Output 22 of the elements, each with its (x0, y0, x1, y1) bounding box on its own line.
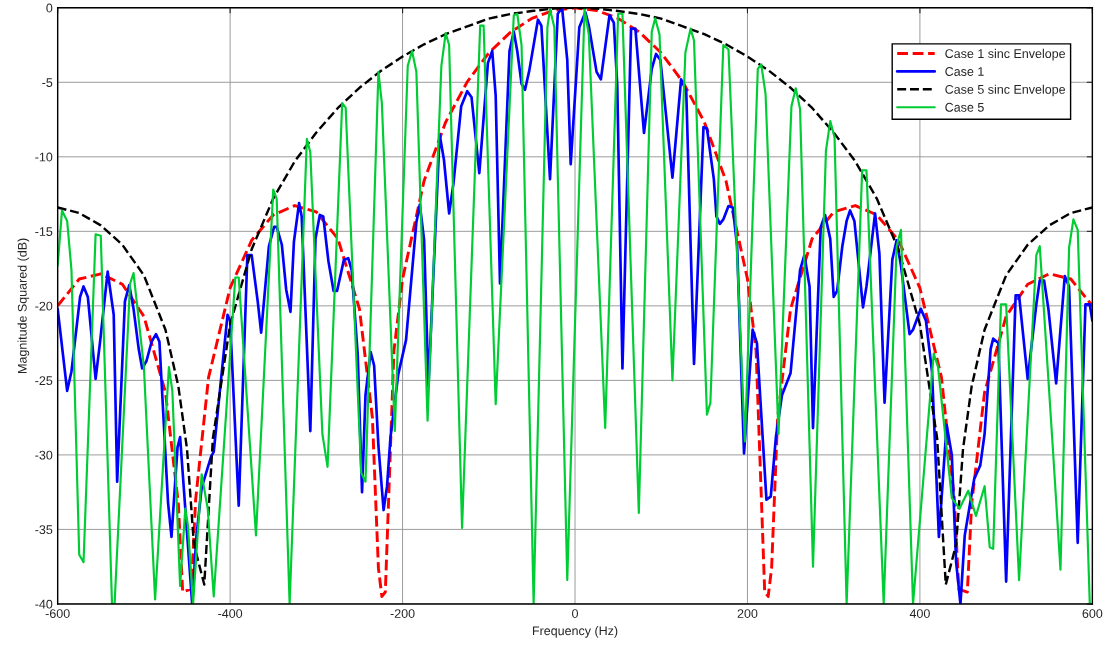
x-tick-label: -600 (45, 609, 70, 618)
x-axis-title: Frequency (Hz) (532, 626, 618, 638)
y-tick-label: -5 (42, 78, 53, 87)
y-tick-label: -20 (35, 301, 53, 311)
legend-label: Case 1 (945, 67, 984, 76)
y-tick-label: -30 (35, 450, 53, 460)
y-tick-label: -10 (35, 152, 53, 162)
y-tick-label: -25 (35, 376, 53, 386)
x-tick-label: -200 (390, 609, 415, 618)
legend-label: Case 1 sinc Envelope (945, 48, 1066, 61)
x-tick-label: 200 (737, 609, 758, 618)
y-tick-label: 0 (46, 3, 53, 13)
y-tick-label: -15 (35, 227, 53, 236)
x-tick-label: 400 (909, 609, 930, 618)
y-axis-title: Magnitude Squared (dB) (17, 238, 30, 373)
legend-label: Case 5 (945, 102, 984, 112)
x-tick-label: 0 (572, 609, 578, 618)
legend-label: Case 5 sinc Envelope (945, 84, 1066, 97)
y-tick-label: -40 (35, 599, 53, 609)
x-tick-label: -400 (218, 609, 243, 618)
y-tick-label: -35 (35, 525, 53, 535)
x-tick-label: 600 (1082, 609, 1103, 618)
